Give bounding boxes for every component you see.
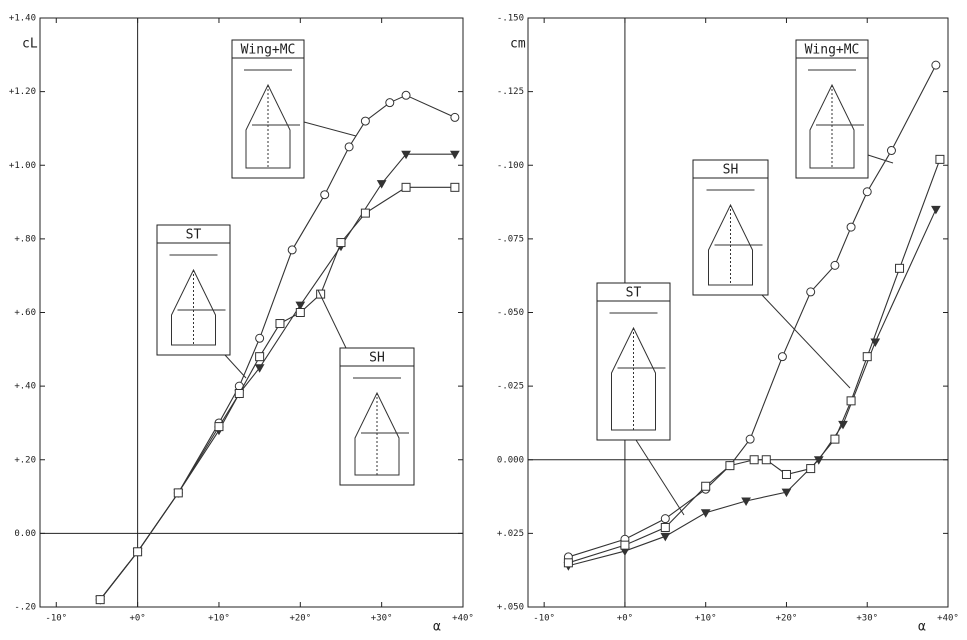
x-tick-label: +20° <box>776 614 798 624</box>
legend-label: ST <box>186 228 202 243</box>
marker-square <box>235 389 243 397</box>
marker-square <box>215 423 223 431</box>
marker-square <box>296 309 304 317</box>
y-tick-label: 0.00 <box>14 529 36 539</box>
marker-circle <box>451 113 459 121</box>
marker-circle <box>345 143 353 151</box>
y-tick-label: +.80 <box>14 234 36 244</box>
marker-square <box>661 523 669 531</box>
marker-square <box>831 435 839 443</box>
x-tick-label: +0° <box>129 614 145 624</box>
marker-square <box>361 209 369 217</box>
marker-square <box>807 465 815 473</box>
y-tick-label: +1.20 <box>9 87 36 97</box>
marker-circle <box>402 91 410 99</box>
marker-circle <box>386 99 394 107</box>
x-tick-label: +10° <box>695 614 717 624</box>
y-tick-label: +.60 <box>14 308 36 318</box>
y-tick-label: +.050 <box>497 603 524 613</box>
legend-label: Wing+MC <box>805 43 860 58</box>
marker-square <box>337 239 345 247</box>
y-tick-label: -.050 <box>497 308 524 318</box>
marker-circle <box>321 191 329 199</box>
marker-triangle <box>702 510 710 517</box>
y-tick-label: -.025 <box>497 382 524 392</box>
x-tick-label: +30° <box>856 614 878 624</box>
marker-circle <box>288 246 296 254</box>
x-tick-label: +0° <box>617 614 633 624</box>
callout-line <box>636 440 684 515</box>
marker-circle <box>746 435 754 443</box>
marker-square <box>762 456 770 464</box>
marker-square <box>276 320 284 328</box>
marker-square <box>896 264 904 272</box>
legend-label: ST <box>626 286 642 301</box>
x-axis-label: α <box>918 620 926 635</box>
marker-circle <box>932 61 940 69</box>
y-tick-label: +1.40 <box>9 14 36 24</box>
plot-frame <box>528 18 948 607</box>
y-tick-label: +.40 <box>14 382 36 392</box>
marker-square <box>702 482 710 490</box>
y-axis-label: cm <box>510 37 526 52</box>
marker-square <box>174 489 182 497</box>
y-tick-label: -.150 <box>497 14 524 24</box>
marker-square <box>134 548 142 556</box>
marker-circle <box>807 288 815 296</box>
y-tick-label: 0.000 <box>497 455 524 465</box>
marker-square <box>782 470 790 478</box>
x-tick-label: +20° <box>289 614 311 624</box>
legend-label: SH <box>369 351 385 366</box>
x-tick-label: +40° <box>937 614 959 624</box>
callout-line <box>318 290 346 348</box>
y-tick-label: +.025 <box>497 529 524 539</box>
marker-circle <box>256 334 264 342</box>
y-tick-label: -.075 <box>497 234 524 244</box>
legend-label: Wing+MC <box>241 43 296 58</box>
marker-square <box>256 353 264 361</box>
marker-square <box>451 183 459 191</box>
marker-circle <box>661 515 669 523</box>
x-tick-label: +10° <box>208 614 230 624</box>
x-axis-label: α <box>433 620 441 635</box>
marker-square <box>317 290 325 298</box>
marker-square <box>564 559 572 567</box>
marker-square <box>936 155 944 163</box>
y-tick-label: -.125 <box>497 87 524 97</box>
x-tick-label: +40° <box>452 614 474 624</box>
y-tick-label: +.20 <box>14 455 36 465</box>
legend-label: SH <box>723 163 739 178</box>
marker-square <box>621 541 629 549</box>
marker-square <box>96 596 104 604</box>
callout-line <box>304 122 356 136</box>
x-tick-label: -10° <box>45 614 67 624</box>
marker-circle <box>778 353 786 361</box>
marker-circle <box>361 117 369 125</box>
marker-square <box>402 183 410 191</box>
y-tick-label: +1.00 <box>9 161 36 171</box>
config-box <box>340 348 414 485</box>
marker-circle <box>863 188 871 196</box>
marker-square <box>847 397 855 405</box>
x-tick-label: -10° <box>533 614 555 624</box>
marker-triangle <box>932 206 940 213</box>
marker-square <box>863 353 871 361</box>
marker-square <box>750 456 758 464</box>
y-axis-label: cL <box>22 37 38 52</box>
callout-line <box>225 355 246 378</box>
marker-circle <box>887 147 895 155</box>
y-tick-label: -.20 <box>14 603 36 613</box>
figure: -.20 0.00 +.20 +.40 +.60 +.80 +1.00 +1.20 +1.40 -… <box>0 0 967 640</box>
marker-square <box>726 462 734 470</box>
marker-circle <box>831 261 839 269</box>
callout-line <box>868 155 893 163</box>
x-tick-label: +30° <box>371 614 393 624</box>
marker-circle <box>847 223 855 231</box>
y-tick-label: -.100 <box>497 161 524 171</box>
marker-triangle <box>378 181 386 188</box>
